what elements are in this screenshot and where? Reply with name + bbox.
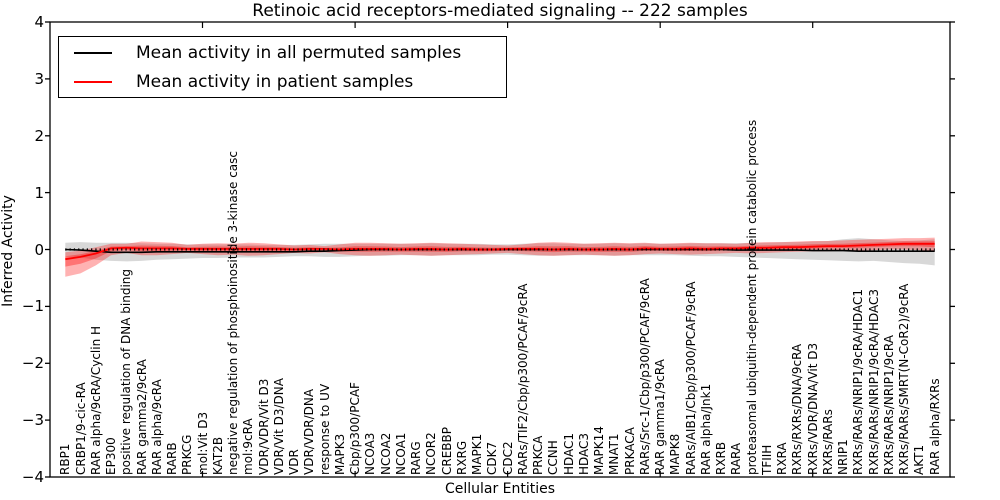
x-tick-label: RXRs/RARs/SMRT(N-CoR2)/9cRA bbox=[897, 283, 912, 475]
y-tick-label: 3 bbox=[34, 69, 44, 88]
y-tick-label: −3 bbox=[21, 411, 44, 430]
x-tick-label: RXRG bbox=[454, 440, 469, 475]
chart-title: Retinoic acid receptors-mediated signali… bbox=[252, 1, 748, 21]
x-tick-label: CCNH bbox=[546, 440, 561, 475]
x-tick-label: RARG bbox=[409, 441, 424, 475]
x-tick-label: HDAC1 bbox=[561, 432, 576, 475]
x-tick-label: RXRs/RARs/NRIP1/9cRA bbox=[881, 335, 896, 475]
legend-item-patient: Mean activity in patient samples bbox=[59, 68, 506, 95]
x-tick-label: RXRB bbox=[714, 441, 729, 475]
x-tick-label: RXRA bbox=[775, 442, 790, 475]
x-tick-label: NCOA2 bbox=[378, 432, 393, 475]
x-tick-label: EP300 bbox=[104, 437, 119, 475]
x-tick-label: MNAT1 bbox=[607, 433, 622, 475]
x-tick-label: VDR/VDR/DNA bbox=[302, 388, 317, 475]
x-tick-label: VDR/VDR/Vit D3 bbox=[256, 378, 271, 475]
x-tick-label: proteasomal ubiquitin-dependent protein … bbox=[744, 119, 759, 475]
y-tick-label: 4 bbox=[34, 13, 44, 31]
x-tick-label: AKT1 bbox=[912, 444, 927, 475]
y-tick-label: 1 bbox=[34, 183, 44, 202]
x-tick-label: PRKCA bbox=[531, 435, 546, 475]
x-tick-label: RARB bbox=[165, 442, 180, 475]
y-tick-label: −2 bbox=[21, 354, 44, 373]
y-tick-label: 0 bbox=[34, 240, 44, 259]
x-tick-label: RAR alpha/RXRs bbox=[927, 378, 942, 475]
x-tick-label: NCOA1 bbox=[393, 432, 408, 475]
x-tick-label: response to UV bbox=[317, 383, 332, 475]
x-tick-label: MAPK3 bbox=[332, 433, 347, 475]
x-tick-label: RBP1 bbox=[58, 443, 73, 475]
permuted-line-swatch bbox=[74, 51, 112, 54]
x-tick-label: negative regulation of phosphoinositide … bbox=[226, 151, 241, 475]
patient-std-band bbox=[65, 237, 935, 277]
x-tick-label: CRBP1/9-cic-RA bbox=[73, 382, 88, 475]
x-tick-label: RAR gamma2/9cRA bbox=[134, 359, 149, 475]
x-tick-label: MAPK8 bbox=[668, 433, 683, 475]
y-tick-label: 2 bbox=[34, 126, 44, 145]
x-tick-label: NCOR2 bbox=[424, 432, 439, 475]
x-tick-label: CDK7 bbox=[485, 441, 500, 475]
x-axis-label: Cellular Entities bbox=[444, 481, 556, 497]
x-tick-label: RAR gamma1/9cRA bbox=[653, 359, 668, 475]
x-tick-label: RARA bbox=[729, 442, 744, 475]
x-tick-label: PRKACA bbox=[622, 427, 637, 475]
x-tick-label: PRKCG bbox=[180, 434, 195, 475]
x-tick-label: CDC2 bbox=[500, 441, 515, 475]
x-tick-label: VDR bbox=[287, 449, 302, 475]
x-tick-label: RXRs/RARs/NRIP1/9cRA/HDAC3 bbox=[866, 288, 881, 475]
x-tick-label: mol:9cRA bbox=[241, 418, 256, 475]
permuted-std-band bbox=[65, 238, 935, 266]
patient-line-swatch bbox=[74, 80, 112, 83]
x-tick-label: Cbp/p300/PCAF bbox=[348, 382, 363, 475]
x-tick-label: mol:Vit D3 bbox=[195, 411, 210, 475]
x-tick-label: RXRs/RARs bbox=[820, 409, 835, 475]
x-tick-label: RARs/TIF2/Cbp/p300/PCAF/9cRA bbox=[515, 283, 530, 475]
x-tick-label: HDAC3 bbox=[576, 432, 591, 475]
y-tick-label: −1 bbox=[21, 297, 44, 316]
x-tick-label: RXRs/RARs/NRIP1/9cRA/HDAC1 bbox=[851, 288, 866, 475]
patient-inner-band bbox=[65, 241, 935, 267]
x-tick-label: positive regulation of DNA binding bbox=[119, 269, 134, 475]
x-tick-label: RARs/Src-1/Cbp/p300/PCAF/9cRA bbox=[637, 278, 652, 475]
x-tick-label: NRIP1 bbox=[836, 439, 851, 475]
x-tick-label: RXRs/VDR/DNA/Vit D3 bbox=[805, 342, 820, 475]
x-tick-label: RARs/AIB1/Cbp/p300/PCAF/9cRA bbox=[683, 281, 698, 475]
legend: Mean activity in all permuted samples Me… bbox=[58, 36, 507, 98]
x-tick-label: VDR/Vit D3/DNA bbox=[271, 378, 286, 475]
legend-label-patient: Mean activity in patient samples bbox=[136, 71, 414, 92]
x-tick-label: RAR alpha/Jnk1 bbox=[698, 383, 713, 475]
legend-item-permuted: Mean activity in all permuted samples bbox=[59, 39, 506, 66]
x-tick-label: MAPK14 bbox=[592, 426, 607, 475]
x-tick-label: NCOA3 bbox=[363, 432, 378, 475]
legend-label-permuted: Mean activity in all permuted samples bbox=[136, 42, 462, 63]
x-tick-label: MAPK1 bbox=[470, 433, 485, 475]
x-tick-label: RAR alpha/9cRA/Cyclin H bbox=[88, 325, 103, 475]
x-tick-label: RXRs/RXRs/DNA/9cRA bbox=[790, 343, 805, 475]
x-tick-label: RAR alpha/9cRA bbox=[149, 379, 164, 475]
x-tick-label: TFIIH bbox=[759, 444, 774, 475]
x-tick-label: KAT2B bbox=[210, 436, 225, 475]
x-tick-label: CREBBP bbox=[439, 427, 454, 475]
y-tick-label: −4 bbox=[21, 468, 44, 486]
